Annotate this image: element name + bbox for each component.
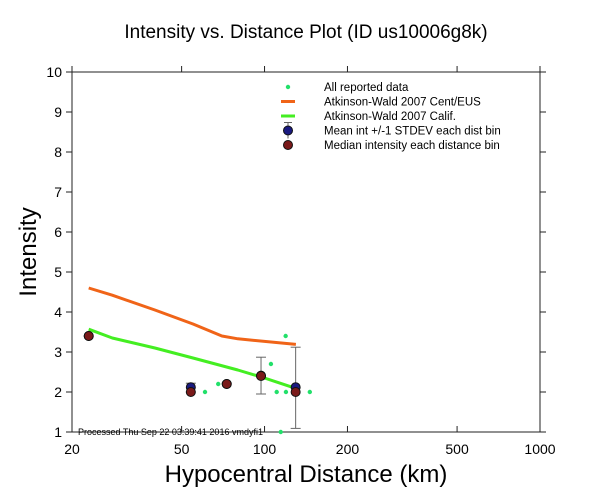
x-tick-label: 500 [445,441,469,457]
legend-dot-icon [285,84,291,90]
y-tick-label: 10 [46,64,62,80]
plot-border [71,71,541,433]
median-intensity-point [83,331,94,341]
legend-label: All reported data [324,82,409,94]
reported-data-point [307,389,313,395]
legend-item: Atkinson-Wald 2007 Calif. [281,111,456,123]
x-tick-label: 1000 [524,441,555,457]
reported-data-point [274,389,279,395]
reported-data-point [268,361,274,367]
reported-data-point [202,389,208,395]
y-axis-title: Intensity [15,207,42,296]
median-intensity-point [221,379,232,389]
reported-data-point [283,333,288,339]
y-tick-label: 2 [54,384,62,400]
reported-data-point [283,389,289,395]
x-tick-label: 20 [64,441,80,457]
legend-item: Median intensity each distance bin [283,140,500,152]
y-tick-label: 1 [54,424,62,440]
y-tick-label: 4 [54,304,62,320]
x-axis-title: Hypocentral Distance (km) [165,461,448,488]
plot-frame [71,71,541,433]
legend-label: Atkinson-Wald 2007 Cent/EUS [324,97,481,109]
y-tick-label: 6 [54,224,62,240]
median-intensity-point [256,371,267,381]
reported-data-point [216,381,221,387]
legend-label: Mean int +/-1 STDEV each dist bin [324,126,501,138]
legend: All reported data Atkinson-Wald 2007 Cent… [281,82,501,152]
legend-item: Mean int +/-1 STDEV each dist bin [283,122,501,139]
plot-area [83,286,313,435]
chart-title: Intensity vs. Distance Plot (ID us10006g… [124,22,487,43]
legend-mean-icon [283,125,293,136]
legend-label: Median intensity each distance bin [324,140,500,152]
cent-eus-line [88,286,297,346]
y-tick-label: 7 [54,184,62,200]
reported-data-point [278,429,283,435]
legend-label: Atkinson-Wald 2007 Calif. [324,111,456,123]
y-tick-label: 5 [54,264,62,280]
y-axis: 1 2 3 4 5 6 7 8 9 10 [46,64,546,440]
legend-item: Atkinson-Wald 2007 Cent/EUS [281,97,481,109]
x-tick-label: 100 [253,441,277,457]
legend-median-icon [283,140,293,150]
legend-item: All reported data [285,82,409,94]
x-tick-label: 200 [336,441,360,457]
y-tick-label: 3 [54,344,62,360]
median-intensity-point [185,387,196,397]
y-tick-label: 9 [54,104,62,120]
x-axis: 20 50 100 200 500 1000 [64,66,556,457]
y-tick-label: 8 [54,144,62,160]
calif-line [88,327,297,390]
median-intensity-point [290,387,301,397]
x-tick-label: 50 [174,441,190,457]
processed-annotation: Processed Thu Sep 22 03:39:41 2016 vmdyf… [78,427,263,437]
